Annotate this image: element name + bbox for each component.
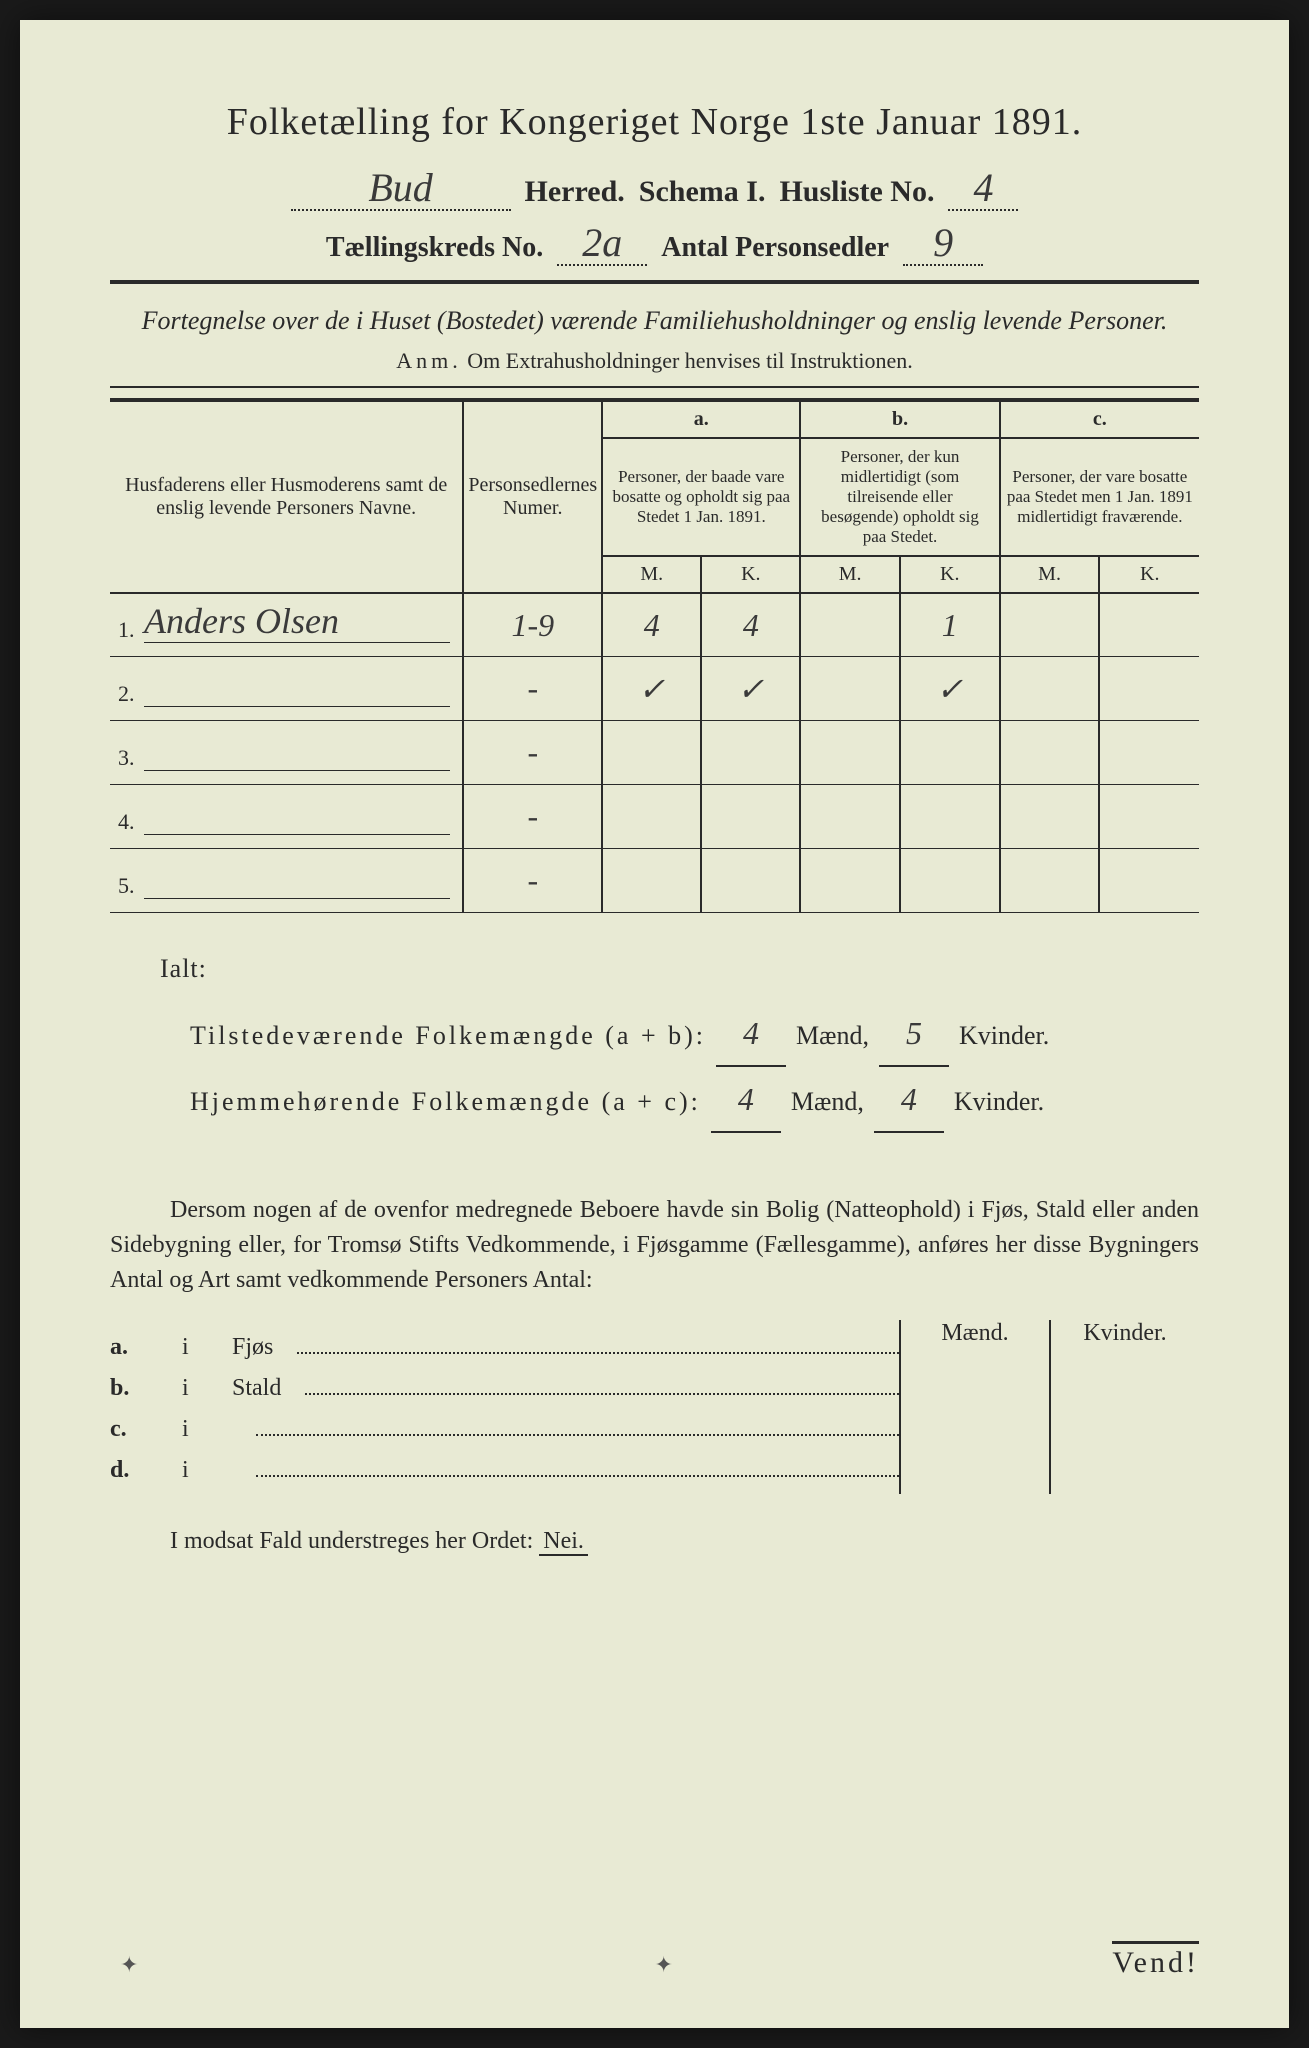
v1m: 4 [743,1015,759,1051]
table-row: 3.- [110,721,1199,785]
building-row: c.i [110,1412,899,1443]
rule-1 [110,280,1199,284]
th-a-m: M. [602,556,701,593]
th-a-top: a. [602,400,800,438]
paragraph: Dersom nogen af de ovenfor medregnede Be… [110,1193,1199,1297]
header-line-2: Bud Herred. Schema I. Husliste No. 4 [110,172,1199,211]
v1k: 5 [906,1015,922,1051]
table-body: 1.Anders Olsen1-94412.-✓✓✓3.-4.-5.- [110,593,1199,913]
herred-value: Bud [368,165,432,210]
th-a: Personer, der baade vare bosatte og opho… [602,438,800,556]
th-b-k: K. [900,556,1000,593]
census-table: Husfaderens eller Husmoderens samt de en… [110,398,1199,914]
rule-2 [110,386,1199,388]
th-num: Personsedlernes Numer. [463,400,602,593]
table-row: 5.- [110,849,1199,913]
modsat-line: I modsat Fald understreges her Ordet: Ne… [110,1528,1199,1555]
total-line-2: Hjemmehørende Folkemængde (a + c): 4 Mæn… [190,1067,1199,1133]
th-c-k: K. [1099,556,1199,593]
th-c-top: c. [1000,400,1199,438]
anm-line: Anm. Om Extrahusholdninger henvises til … [110,348,1199,374]
buildings-block: a.iFjøs b.iStald c.i d.i Mænd. Kvinder. [110,1320,1199,1494]
table-row: 1.Anders Olsen1-9441 [110,593,1199,657]
subtitle: Fortegnelse over de i Huset (Bostedet) v… [110,304,1199,338]
schema-label: Schema I. [639,175,766,209]
totals-block: Ialt: Tilstedeværende Folkemængde (a + b… [110,943,1199,1133]
table-row: 2.-✓✓✓ [110,657,1199,721]
v2m: 4 [738,1081,754,1117]
antal-value: 9 [933,220,953,265]
th-a-k: K. [701,556,800,593]
kreds-value: 2a [582,220,622,265]
census-form-page: Folketælling for Kongeriget Norge 1ste J… [20,20,1289,2028]
antal-label: Antal Personsedler [661,232,889,264]
building-row: d.i [110,1453,899,1484]
page-title: Folketælling for Kongeriget Norge 1ste J… [110,100,1199,144]
vend-label: Vend! [1112,1941,1199,1980]
buildings-cols: Mænd. Kvinder. [899,1320,1199,1494]
th-name: Husfaderens eller Husmoderens samt de en… [110,400,463,593]
herred-label: Herred. [525,175,625,209]
husliste-label: Husliste No. [779,175,934,209]
total-line-1: Tilstedeværende Folkemængde (a + b): 4 M… [190,1001,1199,1067]
building-row: a.iFjøs [110,1330,899,1361]
pin-mark-left: ✦ [120,1952,138,1978]
buildings-list: a.iFjøs b.iStald c.i d.i [110,1320,899,1494]
th-c-m: M. [1000,556,1100,593]
th-c: Personer, der vare bosatte paa Stedet me… [1000,438,1199,556]
kreds-label: Tællingskreds No. [326,232,543,264]
building-row: b.iStald [110,1371,899,1402]
anm-text: Om Extrahusholdninger henvises til Instr… [467,348,912,373]
pin-mark-center: ✦ [655,1952,673,1978]
v2k: 4 [901,1081,917,1117]
nei-word: Nei. [539,1528,588,1556]
th-b: Personer, der kun midlertidigt (som tilr… [800,438,999,556]
husliste-value: 4 [973,165,993,210]
th-b-top: b. [800,400,999,438]
col-maend: Mænd. [901,1320,1051,1494]
header-line-3: Tællingskreds No. 2a Antal Personsedler … [110,227,1199,266]
col-kvinder: Kvinder. [1051,1320,1199,1494]
ialt-label: Ialt: [160,943,1199,995]
th-b-m: M. [800,556,900,593]
anm-lead: Anm. [396,348,462,373]
table-row: 4.- [110,785,1199,849]
